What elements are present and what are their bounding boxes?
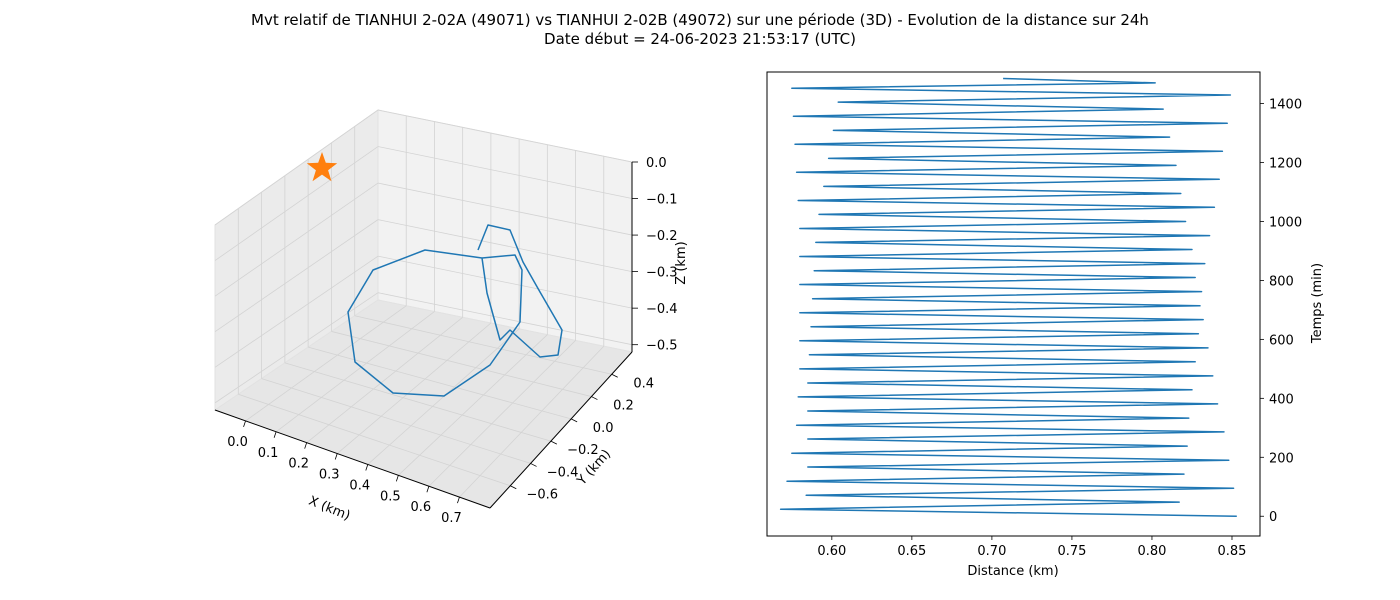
plot3d-ytick-label: 0.4 [633, 376, 654, 391]
figure-title-line2: Date début = 24-06-2023 21:53:17 (UTC) [544, 30, 856, 48]
plot3d-xtick-mark [243, 420, 246, 428]
plot3d: 0.0 0.1 0.2 0.3 0.4 0.5 0.6 0.7 −0.6 −0.4 −0.2 0.0 0… [213, 109, 689, 526]
plot3d-gridline-x [336, 322, 492, 454]
plot2d-xtick-label: 0.80 [1137, 544, 1166, 559]
plot2d: 0.60 0.65 0.70 0.75 0.80 0.85 0 200 400 600 800 100… [766, 71, 1325, 579]
plot3d-gridline-z-side [214, 109, 379, 226]
plot3d-ytick-label: 0.0 [593, 421, 614, 436]
figure-title-line1: Mvt relatif de TIANHUI 2-02A (49071) vs … [251, 11, 1149, 29]
plot3d-xtick-label: 0.4 [349, 478, 370, 493]
plot3d-zlabel: Z (km) [674, 241, 689, 284]
plot3d-xtick-mark [273, 431, 277, 438]
plot2d-ticks: 0.60 0.65 0.70 0.75 0.80 0.85 0 200 400 600 800 100… [817, 98, 1302, 559]
plot2d-ytick-label: 1000 [1269, 215, 1302, 230]
plot3d-gridline-z [377, 109, 633, 163]
plot3d-grid [214, 109, 633, 498]
distance-series-line [779, 77, 1237, 517]
plot3d-ztick-label: −0.2 [646, 229, 678, 244]
plot3d-gridline-y [308, 346, 572, 420]
plot3d-gridline-z-side [214, 182, 379, 297]
plot3d-gridline-z-side [214, 292, 379, 404]
plot3d-ztick-label: 0.0 [646, 156, 667, 171]
plot3d-ytick-mark [591, 396, 598, 400]
plot3d-xtick-mark [365, 464, 369, 471]
plot3d-gridline-z [377, 255, 633, 309]
plot2d-xtick-label: 0.75 [1057, 544, 1086, 559]
plot3d-gridline-y [261, 378, 531, 464]
plot3d-axes [214, 162, 633, 509]
plot3d-gridline-y [354, 315, 612, 375]
plot3d-gridline-z [377, 182, 633, 236]
plot2d-ytick-label: 0 [1269, 510, 1277, 525]
plot3d-ztick-label: −0.3 [646, 266, 678, 281]
plot3d-ztick-label: −0.1 [646, 193, 678, 208]
plot3d-gridline-x [459, 345, 605, 498]
plot2d-xtick-label: 0.60 [817, 544, 846, 559]
plot3d-xtick-mark [304, 442, 308, 449]
plot3d-ticks: 0.0 0.1 0.2 0.3 0.4 0.5 0.6 0.7 −0.6 −0.4 −0.2 0.0 0… [227, 156, 677, 526]
plot3d-xtick-label: 0.6 [411, 500, 432, 515]
plot3d-xtick-mark [426, 486, 430, 493]
plot3d-xtick-mark [334, 453, 338, 460]
plot3d-xtick-label: 0.2 [288, 457, 309, 472]
plot2d-ytick-label: 200 [1269, 451, 1294, 466]
plot3d-gridline-x [275, 311, 435, 433]
plot3d-gridline-z [377, 146, 633, 199]
plot3d-xtick-label: 0.0 [227, 435, 248, 450]
plot3d-ztick-label: −0.5 [646, 339, 678, 354]
plot3d-ztick-label: −0.4 [646, 302, 678, 317]
plot3d-ytick-label: −0.4 [547, 465, 579, 480]
plot3d-xtick-mark [457, 496, 460, 504]
plot3d-gridline-y [238, 393, 511, 487]
plot3d-gridline-z [377, 219, 633, 273]
plot3d-gridline-z-side [214, 219, 379, 333]
plot3d-ytick-label: 0.2 [613, 399, 634, 414]
plot2d-ytick-label: 1400 [1269, 98, 1302, 113]
plot3d-gridline-x [245, 305, 407, 422]
plot3d-gridline-y [284, 362, 551, 442]
plot3d-ytick-mark [530, 463, 537, 467]
plot3d-gridline-x [398, 334, 548, 476]
plot2d-frame [766, 71, 1261, 537]
plot3d-gridline-x [306, 317, 463, 443]
plot3d-x-axis-line [214, 409, 491, 509]
plot2d-xtick-label: 0.70 [977, 544, 1006, 559]
plot2d-ytick-label: 800 [1269, 274, 1294, 289]
plot2d-ytick-label: 400 [1269, 392, 1294, 407]
plot3d-xtick-label: 0.1 [258, 446, 279, 461]
plot3d-gridline-y [331, 331, 592, 397]
plot3d-xtick-mark [395, 475, 399, 482]
plot3d-gridline-x [428, 340, 576, 487]
plot3d-ytick-label: −0.2 [567, 443, 599, 458]
plot2d-xtick-label: 0.85 [1218, 544, 1247, 559]
plot3d-xlabel: X (km) [306, 494, 352, 524]
origin-star-marker [306, 152, 338, 182]
plot3d-ytick-mark [570, 418, 578, 423]
plot3d-ytick-mark [550, 440, 558, 445]
plot3d-y-axis-line [489, 351, 633, 509]
plot3d-xtick-label: 0.7 [441, 511, 462, 526]
plot3d-ytick-mark [510, 485, 517, 490]
plot2d-ytick-label: 1200 [1269, 157, 1302, 172]
plot3d-xtick-label: 0.5 [380, 489, 401, 504]
plot2d-xlabel: Distance (km) [967, 564, 1058, 579]
plot3d-ytick-label: −0.6 [526, 488, 558, 503]
plot3d-trajectory [347, 224, 563, 397]
plot2d-xtick-label: 0.65 [897, 544, 926, 559]
plot2d-ytick-label: 600 [1269, 333, 1294, 348]
plot3d-gridline-z-side [214, 146, 379, 261]
plot3d-ytick-mark [611, 373, 618, 378]
plot3d-gridline-z-side [214, 255, 379, 368]
plot3d-xtick-label: 0.3 [319, 468, 340, 483]
plot3d-gridline-z [377, 292, 633, 346]
plot2d-ylabel: Temps (min) [1310, 263, 1325, 344]
